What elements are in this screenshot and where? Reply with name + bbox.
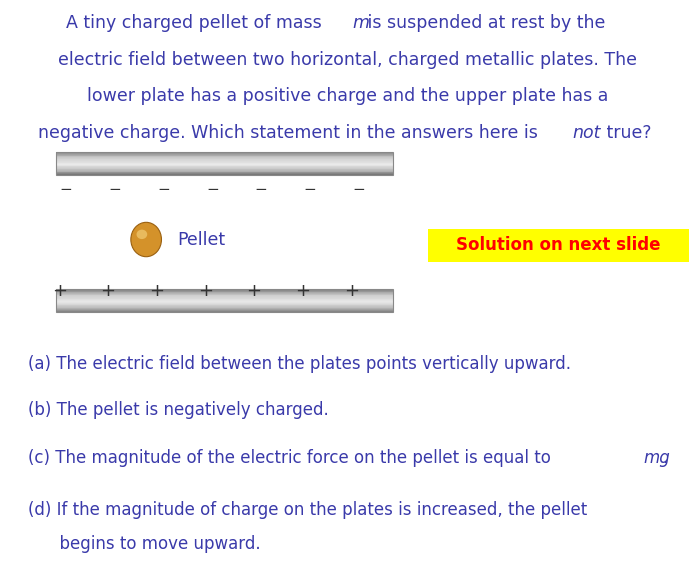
Bar [56,155,393,156]
Bar [56,158,393,159]
Text: +: + [149,281,164,300]
Text: −: − [303,182,316,197]
Text: −: − [352,182,365,197]
Bar [56,289,393,312]
Text: A tiny charged pellet of mass m is suspended at rest by the: A tiny charged pellet of mass m is suspe… [87,14,609,32]
Text: −: − [157,182,170,197]
Bar [56,152,393,154]
Bar [56,154,393,155]
Text: Solution on next slide: Solution on next slide [457,236,661,254]
Text: +: + [52,281,67,300]
Text: A tiny charged pellet of mass: A tiny charged pellet of mass [66,14,328,32]
Bar [56,292,393,293]
Bar [56,303,393,304]
Bar [56,168,393,170]
Text: −: − [206,182,219,197]
Bar [56,310,393,311]
Bar [56,311,393,312]
Bar [56,167,393,168]
Bar [56,294,393,295]
Bar [56,289,393,290]
Text: negative charge. Which statement in the answers here is: negative charge. Which statement in the … [38,124,543,142]
Bar [56,299,393,300]
Bar [56,161,393,162]
Bar [56,174,393,175]
Text: begins to move upward.: begins to move upward. [28,535,260,554]
Ellipse shape [136,230,148,239]
Bar [56,170,393,171]
Text: +: + [246,281,262,300]
Bar [56,300,393,301]
Text: (b) The pellet is negatively charged.: (b) The pellet is negatively charged. [28,401,329,419]
Bar [56,171,393,172]
Bar [56,172,393,173]
Bar [56,173,393,174]
Bar [56,166,393,167]
Text: m: m [353,14,370,32]
Bar [56,309,393,310]
Text: not: not [572,124,601,142]
Bar [56,291,393,292]
Bar [56,295,393,296]
Text: true?: true? [601,124,651,142]
Text: −: − [109,182,121,197]
Bar [56,162,393,163]
Ellipse shape [131,222,161,257]
Text: .: . [663,449,667,468]
Text: −: − [255,182,267,197]
Bar [56,156,393,157]
Bar [56,157,393,158]
Bar [56,305,393,306]
Bar [56,159,393,160]
Text: +: + [344,281,359,300]
Bar [56,297,393,298]
Text: electric field between two horizontal, charged metallic plates. The: electric field between two horizontal, c… [58,51,638,69]
Bar [56,164,393,165]
Text: +: + [100,281,116,300]
Bar [56,163,393,164]
Text: +: + [295,281,310,300]
Bar [56,160,393,161]
Text: is suspended at rest by the: is suspended at rest by the [363,14,606,32]
Text: mg: mg [644,449,670,468]
Text: −: − [60,182,72,197]
FancyBboxPatch shape [428,229,689,262]
Bar [56,296,393,297]
Text: (d) If the magnitude of charge on the plates is increased, the pellet: (d) If the magnitude of charge on the pl… [28,501,587,519]
Bar [56,290,393,291]
Bar [56,165,393,166]
Bar [56,307,393,308]
Bar [56,304,393,305]
Bar [56,293,393,294]
Text: negative charge. Which statement in the answers here is not true?: negative charge. Which statement in the … [56,124,640,142]
Text: lower plate has a positive charge and the upper plate has a: lower plate has a positive charge and th… [87,87,609,105]
Text: Pellet: Pellet [177,230,226,249]
Bar [56,308,393,309]
Text: (c) The magnitude of the electric force on the pellet is equal to: (c) The magnitude of the electric force … [28,449,556,468]
Bar [56,152,393,175]
Text: +: + [198,281,213,300]
Text: (a) The electric field between the plates points vertically upward.: (a) The electric field between the plate… [28,355,571,373]
Bar [56,301,393,303]
Bar [56,298,393,299]
Bar [56,306,393,307]
